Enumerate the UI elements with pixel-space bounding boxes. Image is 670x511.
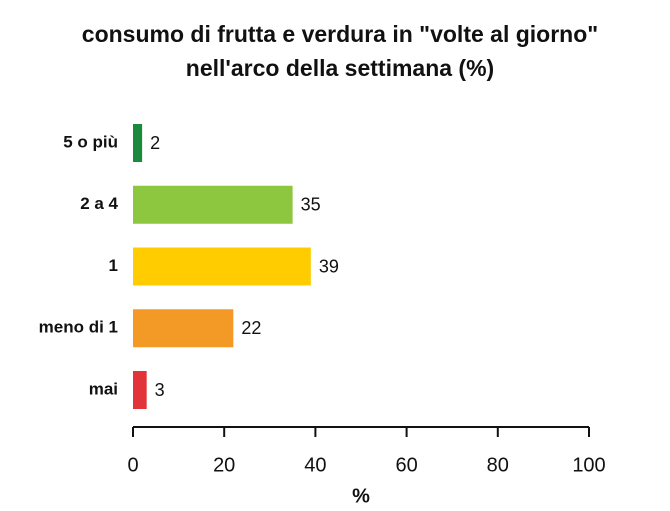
x-tick-label: 20 (213, 454, 235, 476)
bar (133, 371, 147, 409)
x-tick-label: 80 (487, 454, 509, 476)
x-tick-label: 100 (572, 454, 605, 476)
value-label: 3 (155, 380, 165, 400)
value-label: 22 (241, 318, 261, 338)
x-axis-label: % (352, 485, 370, 507)
value-label: 2 (150, 133, 160, 153)
y-tick-label: meno di 1 (39, 318, 118, 337)
y-tick-label: mai (89, 379, 118, 398)
chart-title: consumo di frutta e verdura in "volte al… (82, 21, 598, 47)
y-tick-label: 1 (109, 256, 118, 275)
x-tick-label: 0 (127, 454, 138, 476)
value-label: 35 (301, 195, 321, 215)
x-tick-label: 60 (395, 454, 417, 476)
bar (133, 309, 234, 348)
x-tick-label: 40 (304, 454, 326, 476)
bar (133, 124, 143, 162)
y-tick-label: 5 o più (63, 132, 118, 151)
chart-title: nell'arco della settimana (%) (186, 55, 494, 81)
y-tick-label: 2 a 4 (80, 194, 118, 213)
value-label: 39 (319, 256, 339, 276)
bar (133, 185, 293, 224)
bar (133, 247, 311, 286)
